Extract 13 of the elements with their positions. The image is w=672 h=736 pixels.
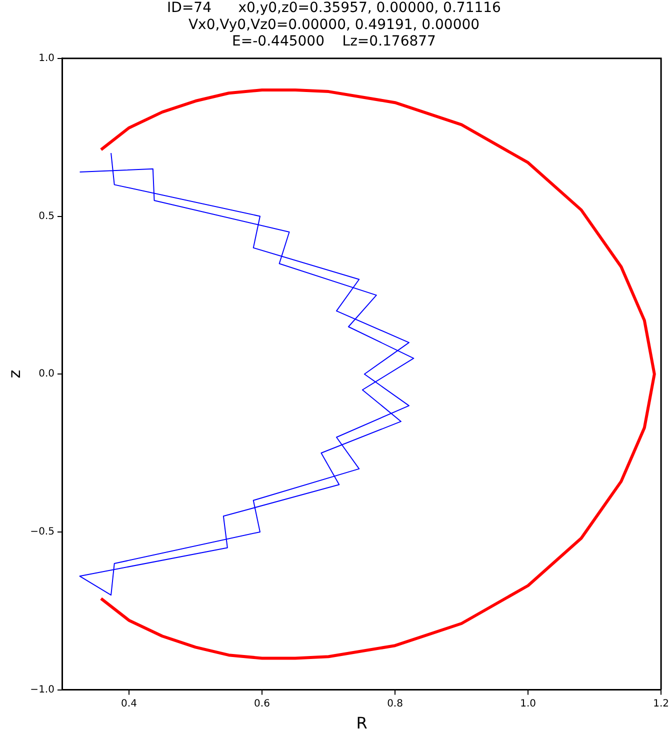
x-tick-label: 1.2 xyxy=(653,698,669,710)
y-tick-label: 0.0 xyxy=(38,368,54,380)
x-tick-label: 1.0 xyxy=(520,698,536,710)
chart-title: ID=74 x0,y0,z0=0.35957, 0.00000, 0.71116 Vx0,Vy0,Vz0=0.00000, 0.49191, 0.00000 E=-0.445000 Lz=0.176877 xyxy=(167,0,502,50)
x-tick-label: 0.6 xyxy=(254,698,270,710)
y-tick-label: 0.5 xyxy=(38,210,54,222)
y-tick-label: −1.0 xyxy=(30,684,54,696)
y-tick-label: 1.0 xyxy=(38,52,54,64)
y-axis-title: z xyxy=(4,370,24,378)
x-tick-label: 0.8 xyxy=(387,698,403,710)
y-tick-label: −0.5 xyxy=(30,526,54,538)
x-tick-label: 0.4 xyxy=(121,698,137,710)
x-axis-title: R xyxy=(356,714,368,733)
